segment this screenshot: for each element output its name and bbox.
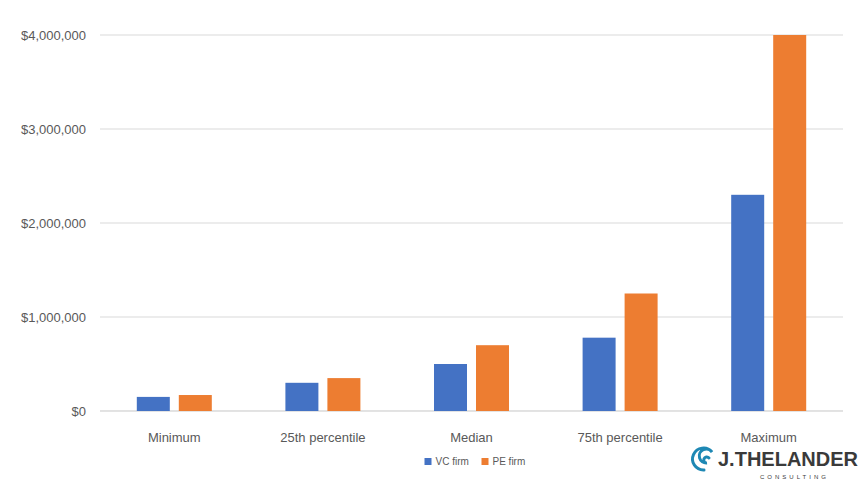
bar [731, 195, 764, 411]
bar [434, 364, 467, 411]
bar [773, 35, 806, 411]
chart: $0 $1,000,000 $2,000,000 $3,000,000 $4,000,0… [0, 0, 863, 498]
bar [583, 338, 616, 411]
legend-label: PE firm [493, 456, 526, 467]
grid-line [100, 129, 843, 130]
grid-line [100, 35, 843, 36]
x-tick-label: Minimum [148, 430, 201, 445]
bar [285, 383, 318, 411]
bar [137, 397, 170, 411]
x-tick-label: 75th percentile [577, 430, 662, 445]
y-tick-label: $4,000,000 [21, 28, 86, 43]
bar [476, 345, 509, 411]
logo-tagline: CONSULTING [760, 474, 829, 480]
bar [625, 294, 658, 412]
legend-swatch [482, 458, 489, 465]
x-tick-label: 25th percentile [280, 430, 365, 445]
x-tick-label: Median [450, 430, 493, 445]
page: {"chart_data": {"type": "bar", "categori… [0, 0, 863, 498]
logo: J.THELANDER CONSULTING [693, 448, 859, 480]
x-tick-label: Maximum [741, 430, 797, 445]
bar [327, 378, 360, 411]
logo-icon [693, 448, 712, 470]
legend: VC firm PE firm [425, 456, 526, 467]
logo-name: J.THELANDER [718, 448, 859, 470]
y-tick-label: $0 [72, 404, 86, 419]
bar [179, 395, 212, 411]
bars [137, 35, 806, 411]
legend-swatch [425, 458, 432, 465]
legend-label: VC firm [436, 456, 469, 467]
y-tick-label: $2,000,000 [21, 216, 86, 231]
y-tick-label: $3,000,000 [21, 122, 86, 137]
y-tick-label: $1,000,000 [21, 310, 86, 325]
